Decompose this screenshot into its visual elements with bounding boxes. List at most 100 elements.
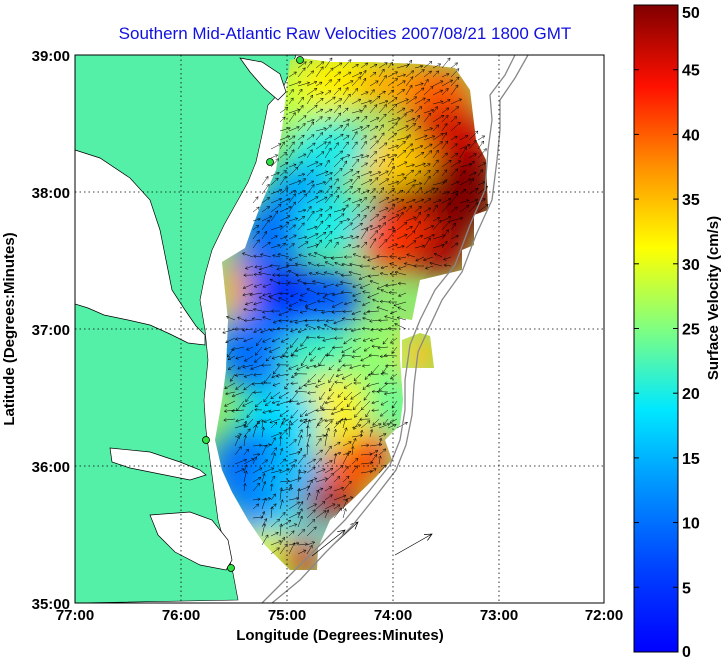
velocity-arrow [378, 207, 389, 213]
velocity-arrow [423, 98, 431, 105]
station-marker [227, 564, 235, 572]
velocity-arrow [351, 465, 358, 474]
velocity-arrow [294, 346, 308, 353]
velocity-arrow [287, 426, 292, 438]
velocity-arrow [382, 364, 389, 374]
velocity-arrow [297, 178, 306, 186]
velocity-arrow [378, 158, 386, 168]
velocity-arrow [288, 80, 302, 87]
velocity-arrow [262, 316, 272, 321]
velocity-arrow [396, 107, 406, 114]
velocity-arrow [368, 353, 380, 358]
velocity-arrow [305, 324, 317, 330]
y-axis-label: Latitude (Degrees:Minutes) [1, 232, 18, 425]
velocity-arrow [270, 421, 278, 429]
velocity-arrow [249, 292, 263, 297]
velocity-arrow [379, 299, 389, 304]
velocity-arrow [315, 213, 323, 222]
velocity-arrow [387, 188, 395, 195]
velocity-arrow [243, 373, 254, 378]
velocity-arrow [297, 190, 306, 195]
velocity-arrow [324, 79, 332, 87]
velocity-arrow [306, 60, 313, 69]
colorbar-tick-label: 50 [682, 5, 700, 22]
velocity-arrow [225, 315, 236, 321]
velocity-arrow [230, 373, 236, 382]
velocity-arrow [324, 206, 333, 213]
velocity-arrow [367, 292, 380, 299]
velocity-arrow [324, 224, 331, 231]
velocity-patch [295, 195, 375, 255]
velocity-arrow [315, 151, 325, 159]
velocity-arrow [315, 449, 323, 456]
velocity-arrow [352, 337, 362, 342]
velocity-arrow [423, 163, 431, 168]
velocity-arrow [450, 193, 459, 204]
velocity-arrow [276, 273, 290, 278]
velocity-arrow [369, 423, 382, 429]
velocity-arrow [387, 423, 397, 429]
velocity-arrow [362, 255, 371, 259]
velocity-arrow [333, 87, 342, 96]
velocity-arrow [387, 97, 398, 105]
velocity-arrow [423, 135, 436, 141]
velocity-arrow [288, 135, 296, 141]
velocity-arrow [342, 309, 353, 314]
velocity-arrow [378, 113, 387, 123]
x-tick-label: 77:00 [56, 607, 94, 624]
velocity-arrow [333, 194, 340, 204]
velocity-arrow [342, 222, 353, 231]
velocity-arrow [333, 504, 341, 510]
velocity-arrow [307, 391, 317, 395]
y-tick-label: 35:00 [32, 596, 70, 613]
velocity-arrow [342, 244, 352, 249]
velocity-arrow [342, 218, 351, 222]
velocity-arrow [383, 353, 398, 358]
velocity-arrow [369, 95, 381, 105]
velocity-arrow [414, 144, 424, 150]
velocity-arrow [441, 79, 454, 87]
velocity-arrow [343, 301, 353, 306]
velocity-arrow [279, 417, 286, 429]
velocity-arrow [234, 446, 242, 456]
velocity-arrow [281, 418, 290, 425]
velocity-arrow [477, 148, 487, 159]
velocity-arrow [405, 230, 416, 240]
velocity-arrow [253, 283, 263, 288]
velocity-arrow [325, 319, 335, 323]
velocity-arrow [380, 372, 389, 376]
velocity-arrow [414, 69, 425, 78]
velocity-arrow [432, 100, 444, 105]
velocity-arrow [324, 141, 331, 150]
velocity-arrow [270, 506, 274, 519]
velocity-arrow [378, 142, 388, 150]
velocity-arrow [343, 382, 353, 389]
velocity-arrow [294, 389, 308, 394]
velocity-arrow [259, 253, 272, 258]
velocity-arrow [258, 265, 272, 271]
velocity-arrow [278, 297, 290, 303]
velocity-arrow [262, 283, 272, 288]
velocity-arrow [297, 542, 308, 546]
velocity-arrow [387, 229, 396, 240]
velocity-arrow [359, 264, 371, 268]
velocity-arrow [261, 467, 275, 474]
albemarle-sound [109, 447, 207, 481]
velocity-arrow [315, 468, 326, 474]
velocity-arrow [369, 428, 374, 438]
velocity-patch [350, 130, 430, 190]
velocity-patch [275, 535, 325, 570]
velocity-arrow [335, 283, 344, 287]
colorbar-tick-label: 20 [682, 386, 700, 403]
velocity-arrow [405, 184, 415, 195]
velocity-arrow [272, 319, 281, 324]
velocity-arrow [270, 204, 282, 213]
velocity-arrow [369, 468, 377, 474]
velocity-arrow [333, 167, 343, 177]
velocity-arrow [290, 409, 299, 419]
velocity-arrow [272, 382, 281, 387]
velocity-arrow [360, 196, 367, 204]
velocity-arrow [376, 306, 389, 312]
velocity-arrow [387, 122, 398, 132]
velocity-arrow [324, 420, 333, 429]
